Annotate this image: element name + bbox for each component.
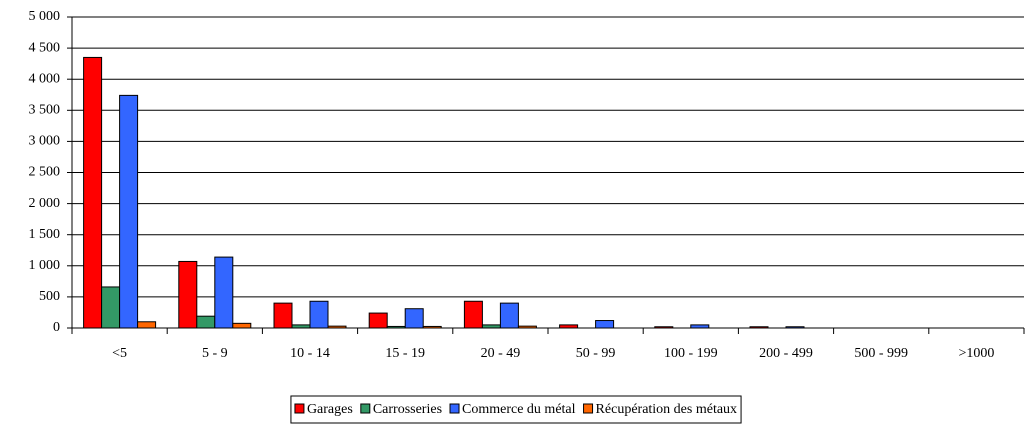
x-tick-label: 50 - 99 [576,346,616,361]
legend-swatch [449,403,460,414]
legend-label: Carrosseries [373,402,442,417]
legend-label: Commerce du métal [462,402,576,417]
bar [119,94,139,329]
x-tick-label: 200 - 499 [759,346,813,361]
y-tick-label: 5 000 [29,9,61,24]
legend-swatch [294,403,305,414]
bar [273,302,293,329]
bar [232,322,252,329]
x-tick-label: 20 - 49 [481,346,521,361]
y-tick-label: 500 [39,289,60,304]
legend: Garages Carrosseries Commerce du métal Récu… [290,395,742,424]
bar [83,56,103,329]
y-tick-label: 2 000 [29,196,61,211]
legend-swatch [360,403,371,414]
x-tick-label: 5 - 9 [202,346,228,361]
bar [463,300,483,329]
y-tick-label: 2 500 [29,165,61,180]
bar [595,320,615,329]
y-tick-label: 0 [53,320,60,335]
bar [368,312,388,329]
x-tick-label: 100 - 199 [664,346,718,361]
x-tick-label: <5 [112,346,127,361]
y-tick-label: 1 500 [29,227,61,242]
bar [101,286,121,329]
legend-label: Garages [307,402,353,417]
y-tick-label: 1 000 [29,258,61,273]
legend-label: Récupération des métaux [596,402,738,417]
y-tick-label: 4 000 [29,71,61,86]
bar [499,302,519,329]
legend-swatch [583,403,594,414]
bar [309,300,329,329]
bar [214,256,234,329]
bar [196,315,216,329]
bar [137,321,157,329]
bar [178,260,198,329]
x-tick-label: >1000 [958,346,994,361]
y-tick-label: 4 500 [29,40,61,55]
y-tick-label: 3 000 [29,134,61,149]
x-tick-label: 500 - 999 [854,346,908,361]
y-tick-label: 3 500 [29,103,61,118]
x-tick-label: 15 - 19 [385,346,425,361]
bar [404,308,424,329]
x-tick-label: 10 - 14 [290,346,330,361]
